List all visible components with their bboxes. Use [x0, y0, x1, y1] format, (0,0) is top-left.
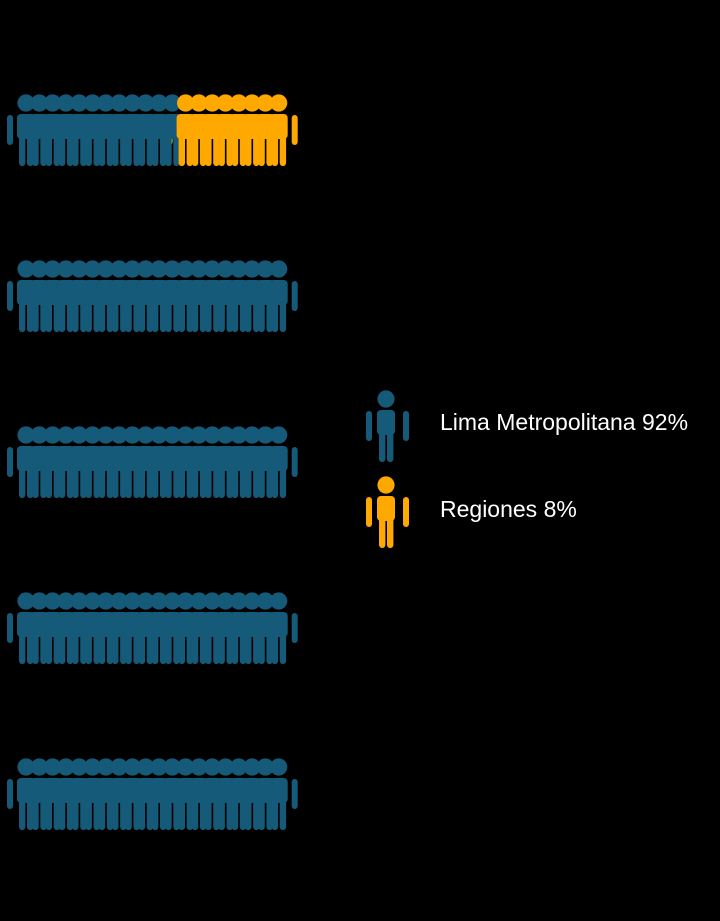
icon-row-5 — [7, 94, 298, 166]
person-icon — [70, 758, 89, 830]
person-icon — [269, 260, 288, 332]
arm-left — [7, 281, 13, 311]
arm-right — [291, 115, 298, 145]
icon-row-2 — [7, 592, 298, 664]
arm-right — [291, 779, 298, 809]
person-icon — [269, 758, 288, 830]
legend-icon-lima-metropolitana — [377, 390, 395, 462]
person-icon — [70, 94, 89, 166]
person-icon — [203, 758, 222, 830]
legend-label-lima-metropolitana: Lima Metropolitana 92% — [440, 409, 689, 435]
legend-label-regiones: Regiones 8% — [440, 496, 577, 522]
person-icon — [17, 94, 35, 166]
arm-left — [7, 447, 13, 477]
person-icon — [229, 758, 248, 830]
pictogram-icons — [7, 94, 298, 830]
icon-row-1 — [7, 758, 298, 830]
person-icon — [56, 592, 75, 664]
arm-right — [291, 613, 298, 643]
person-icon — [30, 426, 49, 498]
person-icon — [203, 94, 222, 166]
legend — [366, 390, 409, 548]
icon-row-4 — [7, 260, 298, 332]
arm-right — [403, 411, 409, 441]
arm-left — [366, 411, 372, 441]
person-icon — [269, 426, 288, 498]
legend-icon-regiones — [377, 476, 395, 548]
person-icon — [83, 260, 102, 332]
arm-left — [7, 779, 13, 809]
person-icon — [269, 94, 288, 166]
icon-row-3 — [7, 426, 298, 498]
arm-right — [291, 281, 298, 311]
arm-left — [366, 497, 372, 527]
person-icon — [269, 592, 288, 664]
arm-left — [7, 115, 13, 145]
arm-right — [403, 497, 409, 527]
arm-left — [7, 613, 13, 643]
legend-item-0 — [366, 390, 409, 462]
person-icon — [150, 260, 168, 332]
person-icon — [256, 94, 275, 166]
arm-right — [291, 447, 298, 477]
legend-item-1 — [366, 476, 409, 548]
